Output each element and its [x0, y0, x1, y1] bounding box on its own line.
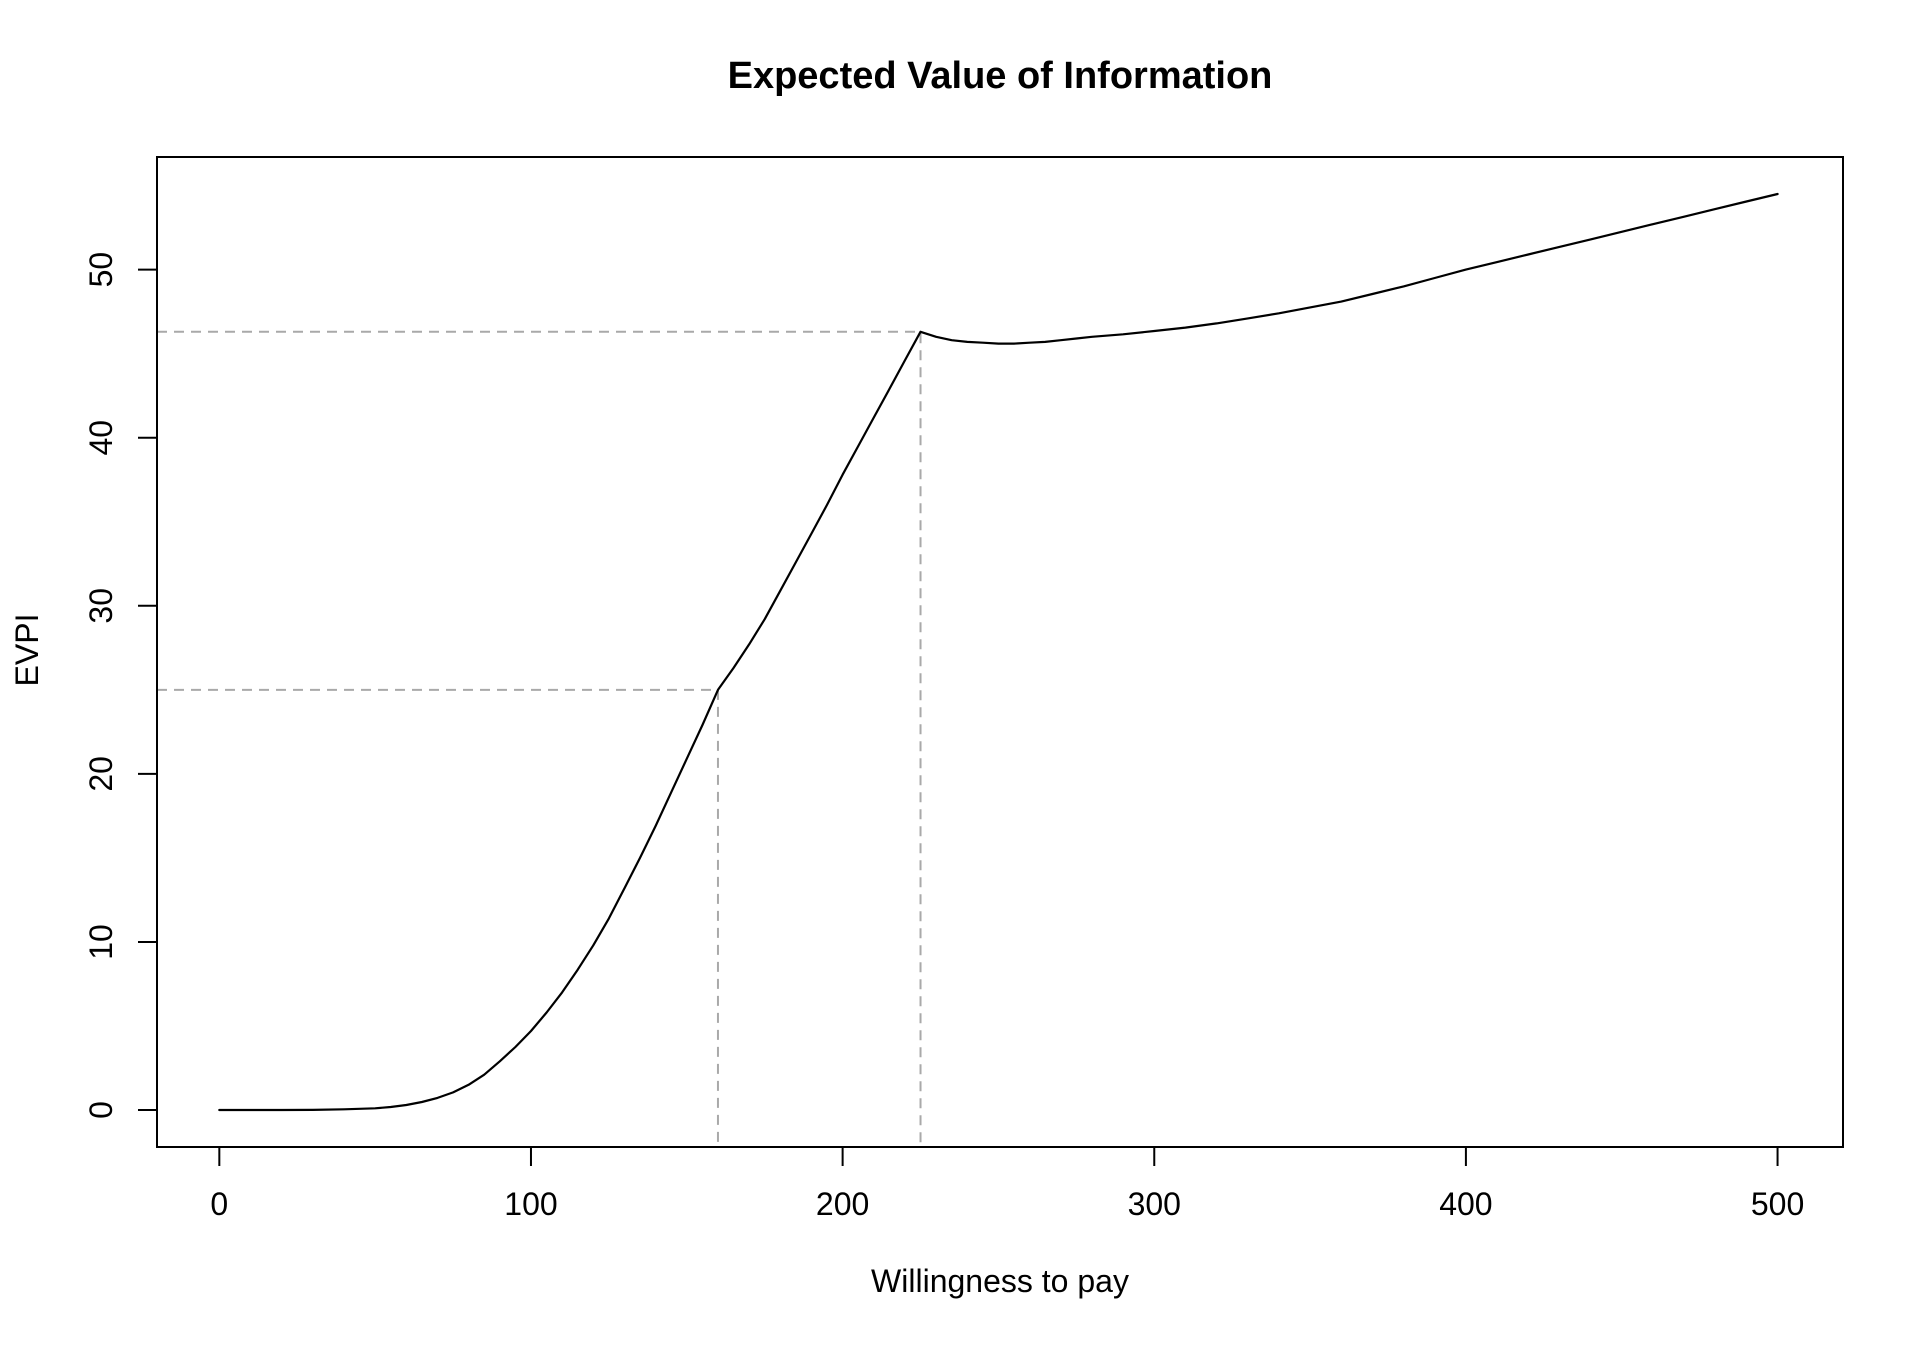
x-axis-label: Willingness to pay: [871, 1263, 1129, 1299]
x-axis-tick-label: 100: [504, 1186, 557, 1222]
y-axis-tick-label: 20: [83, 756, 119, 792]
y-axis-tick-label: 0: [83, 1101, 119, 1119]
y-axis-tick-label: 40: [83, 420, 119, 456]
plot-area: 0 100 200 300 400 500 0 10 20 30 40 50: [83, 156, 1844, 1222]
reference-line: [157, 688, 719, 1147]
reference-line: [157, 330, 922, 1147]
x-axis-tick-label: 400: [1439, 1186, 1492, 1222]
chart-title: Expected Value of Information: [728, 55, 1273, 97]
plot-box: [156, 156, 1844, 1148]
y-axis-tick-label: 50: [83, 252, 119, 288]
x-axis-tick-label: 0: [210, 1186, 228, 1222]
y-axis-label: EVPI: [9, 614, 45, 687]
x-axis-tick-label: 200: [816, 1186, 869, 1222]
y-axis-tick-label: 10: [83, 924, 119, 960]
evpi-curve: [218, 192, 1779, 1112]
x-axis-tick-label: 300: [1128, 1186, 1181, 1222]
x-axis-tick-label: 500: [1751, 1186, 1804, 1222]
y-axis-tick-label: 30: [83, 588, 119, 624]
